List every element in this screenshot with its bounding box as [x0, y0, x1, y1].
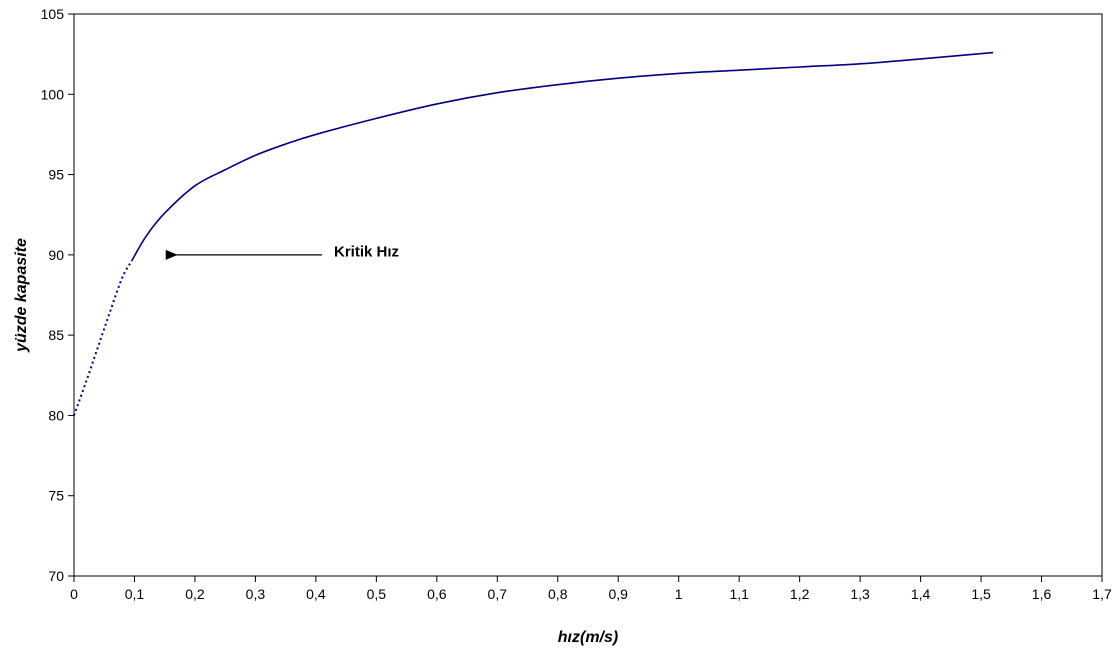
series-layer [73, 51, 994, 416]
x-tick-label: 0,1 [125, 586, 145, 602]
y-axis: 70 75 80 85 90 95 100 105 [41, 6, 74, 584]
x-tick-label: 1,6 [1032, 586, 1052, 602]
x-axis: 0 0,1 0,2 0,3 0,4 0,5 0,6 0,7 0,8 0,9 1 1,1 1,2 1,3 1,… [70, 576, 1112, 602]
x-tick-label: 0,2 [185, 586, 205, 602]
x-tick-label: 1,3 [850, 586, 870, 602]
x-tick-label: 1,1 [729, 586, 749, 602]
x-axis-title: hız(m/s) [558, 629, 618, 646]
annotation-layer: Kritik Hız [165, 244, 399, 261]
x-tick-label: 0,9 [609, 586, 629, 602]
x-tick-label: 0,3 [246, 586, 266, 602]
x-tick-label: 1,4 [911, 586, 931, 602]
x-tick-label: 0,7 [488, 586, 508, 602]
y-axis-title: yüzde kapasite [13, 238, 30, 353]
x-tick-label: 0,4 [306, 586, 326, 602]
y-tick-label: 75 [48, 488, 64, 504]
annotation-label: Kritik Hız [334, 244, 399, 261]
y-tick-label: 85 [48, 327, 64, 343]
x-tick-label: 0 [70, 586, 78, 602]
y-tick-label: 95 [48, 167, 64, 183]
series-line-dotted [73, 260, 133, 416]
x-tick-label: 1 [675, 586, 683, 602]
x-tick-label: 1,2 [790, 586, 810, 602]
x-tick-label: 0,5 [367, 586, 387, 602]
y-tick-label: 105 [41, 6, 65, 22]
x-tick-label: 0,8 [548, 586, 568, 602]
y-tick-label: 90 [48, 247, 64, 263]
y-tick-label: 80 [48, 407, 64, 423]
plot-area [73, 13, 1103, 577]
x-tick-label: 0,6 [427, 586, 447, 602]
x-tick-label: 1,5 [971, 586, 991, 602]
x-tick-label: 1,7 [1092, 586, 1112, 602]
y-tick-label: 100 [41, 86, 65, 102]
y-tick-label: 70 [48, 568, 64, 584]
series-line-solid [130, 51, 994, 262]
